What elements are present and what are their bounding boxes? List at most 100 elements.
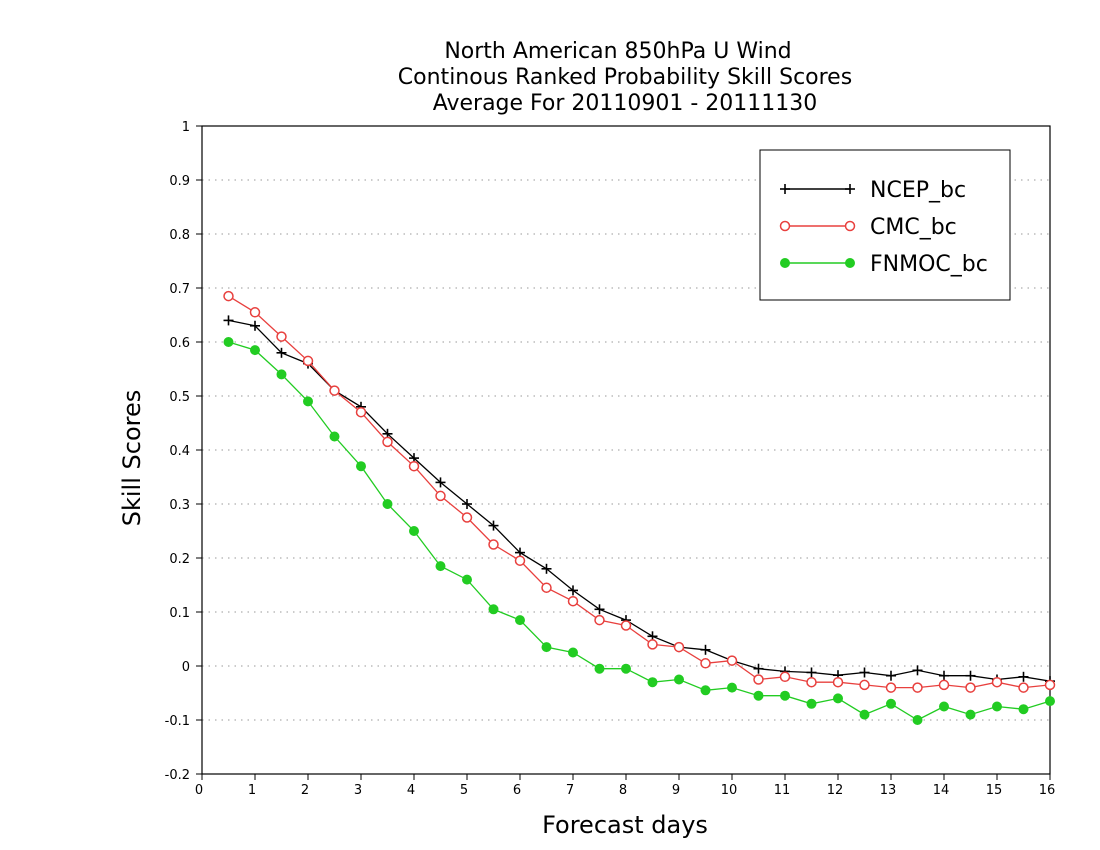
data-point	[912, 682, 923, 693]
x-tick-label: 5	[460, 783, 468, 798]
data-point	[886, 670, 896, 681]
data-point	[965, 709, 976, 720]
data-point	[329, 385, 340, 396]
data-point	[356, 461, 366, 472]
legend-label: NCEP_bc	[870, 178, 966, 203]
y-tick-label: 0	[182, 660, 190, 675]
data-point	[1018, 704, 1029, 715]
data-point	[594, 663, 605, 674]
y-tick-label: 0.8	[169, 228, 190, 243]
y-tick-label: 0.3	[169, 498, 190, 513]
data-point	[832, 676, 844, 688]
data-point	[541, 642, 552, 653]
data-point	[859, 667, 870, 678]
data-point	[700, 658, 711, 669]
y-axis-ticks: -0.2 -0.1 0 0.1 0.2 0.3 0.4 0.5 0.6 0.7 0.8 0.9 1	[165, 120, 202, 783]
data-point	[833, 693, 843, 704]
series-lines	[223, 290, 1056, 725]
data-point	[276, 347, 287, 358]
x-tick-label: 8	[619, 783, 627, 798]
data-point	[250, 320, 260, 331]
series-line	[228, 341, 1051, 721]
data-point	[647, 639, 658, 650]
data-point	[1018, 671, 1029, 682]
legend-marker	[780, 258, 790, 268]
data-point	[621, 663, 631, 674]
data-point	[727, 682, 737, 693]
title-line-3: Average For 20110901 - 20111130	[433, 91, 818, 116]
data-point	[965, 682, 976, 693]
title-line-1: North American 850hPa U Wind	[444, 39, 791, 64]
data-point	[647, 677, 658, 688]
data-point	[938, 679, 950, 691]
x-tick-label: 12	[827, 783, 844, 798]
x-tick-label: 3	[354, 783, 362, 798]
data-point	[859, 679, 870, 691]
data-point	[1018, 682, 1029, 693]
legend: NCEP_bc CMC_bc FNMOC_bc	[759, 149, 1011, 301]
data-point	[514, 555, 526, 566]
data-point	[939, 670, 949, 681]
data-point	[594, 614, 605, 626]
data-point	[568, 585, 578, 596]
x-tick-label: 2	[301, 783, 309, 798]
x-tick-label: 7	[566, 783, 574, 798]
data-point	[382, 436, 393, 448]
y-axis-label: Skill Scores	[118, 390, 146, 527]
x-tick-label: 1	[248, 783, 256, 798]
data-point	[435, 561, 446, 572]
series-FNMOC_bc	[223, 337, 1055, 725]
x-tick-label: 13	[880, 783, 897, 798]
data-point	[302, 355, 314, 367]
data-point	[700, 644, 711, 655]
data-point	[1045, 696, 1055, 707]
data-point	[753, 690, 764, 701]
y-tick-label: -0.2	[165, 768, 190, 783]
data-point	[1044, 679, 1056, 691]
data-point	[276, 369, 287, 380]
data-point	[674, 674, 684, 685]
data-point	[462, 574, 472, 585]
data-point	[435, 477, 446, 488]
data-point	[726, 655, 738, 666]
x-tick-label: 6	[513, 783, 521, 798]
legend-marker	[845, 258, 855, 268]
x-axis-ticks: 0 1 2 3 4 5 6 7 8 9 10 11 12 13 14 15 16	[195, 774, 1055, 798]
data-point	[806, 667, 817, 678]
y-tick-label: 0.2	[169, 552, 190, 567]
data-point	[859, 709, 870, 720]
data-point	[250, 345, 260, 356]
data-point	[753, 663, 764, 674]
data-point	[488, 539, 499, 550]
data-point	[991, 676, 1003, 688]
data-point	[912, 715, 923, 725]
y-tick-label: 0.5	[169, 390, 190, 405]
y-tick-label: 1	[182, 120, 190, 135]
x-axis-label: Forecast days	[542, 811, 708, 839]
data-point	[541, 563, 552, 574]
data-point	[461, 512, 473, 523]
series-line	[228, 319, 1051, 682]
series-NCEP_bc	[223, 315, 1055, 687]
data-point	[700, 685, 711, 696]
data-point	[223, 337, 234, 347]
data-point	[568, 647, 578, 658]
data-point	[355, 406, 367, 418]
chart-title: North American 850hPa U Wind Continous R…	[398, 39, 852, 116]
data-point	[223, 315, 234, 326]
legend-label: FNMOC_bc	[870, 252, 988, 277]
data-point	[939, 701, 949, 712]
data-point	[567, 595, 579, 607]
x-tick-label: 9	[672, 783, 680, 798]
legend-marker	[779, 220, 791, 232]
legend-marker	[844, 220, 856, 232]
legend-marker	[845, 184, 855, 194]
title-line-2: Continous Ranked Probability Skill Score…	[398, 65, 852, 90]
data-point	[885, 682, 897, 693]
data-point	[620, 620, 632, 631]
data-point	[780, 690, 790, 701]
y-tick-label: 0.1	[169, 606, 190, 621]
x-tick-label: 15	[986, 783, 1003, 798]
data-point	[276, 331, 287, 342]
